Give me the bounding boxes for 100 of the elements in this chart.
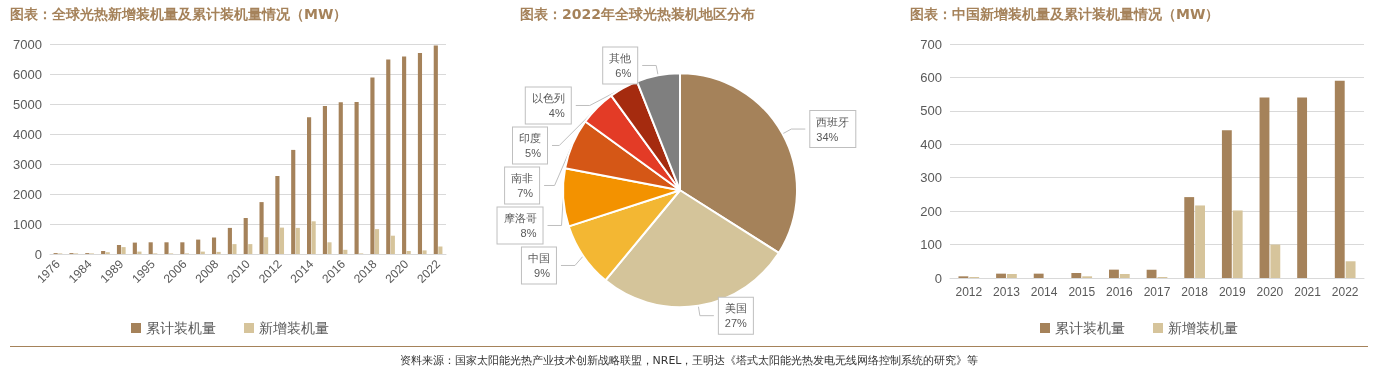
y-tick-label: 200 [920, 203, 942, 219]
bar [227, 227, 232, 254]
bar [1221, 130, 1232, 278]
bar [259, 202, 264, 254]
bar [1119, 273, 1130, 278]
bar [1232, 210, 1243, 278]
bar [374, 229, 380, 254]
bar [291, 149, 296, 254]
bar [116, 245, 122, 254]
bar [1345, 261, 1356, 278]
bar [196, 239, 201, 254]
y-tick-label: 400 [920, 136, 942, 152]
legend-label: 累计装机量 [146, 320, 216, 336]
slice-label: 美国 [724, 302, 747, 315]
bar [386, 59, 391, 254]
slice-label: 以色列 [531, 91, 565, 104]
y-tick-label: 500 [920, 103, 942, 119]
bar [1297, 97, 1308, 278]
data-label: 8% [520, 226, 537, 239]
bar [354, 101, 359, 254]
bar [295, 227, 300, 254]
y-tick-label: 100 [920, 237, 942, 253]
y-tick-label: 3000 [13, 156, 42, 172]
y-tick-label: 2000 [13, 186, 42, 202]
bar [101, 251, 106, 254]
bar [248, 244, 253, 254]
chart-title: 图表：2022年全球光热装机地区分布 [520, 6, 755, 24]
bar [311, 221, 316, 254]
bar [243, 218, 248, 254]
slice-label: 南非 [511, 171, 534, 184]
bar [438, 246, 443, 254]
x-tick-label: 2013 [993, 285, 1021, 299]
y-tick-label: 0 [34, 246, 42, 262]
x-tick-label: 2017 [1143, 285, 1171, 299]
x-tick-label: 2016 [1106, 285, 1134, 299]
bar [406, 251, 411, 254]
data-label: 34% [816, 130, 839, 143]
x-tick-label: 2022 [1331, 285, 1359, 299]
bar [1033, 273, 1044, 278]
data-label: 7% [517, 186, 534, 199]
bar [390, 235, 395, 254]
bar [264, 237, 269, 254]
bar [433, 45, 438, 254]
bar [132, 242, 137, 254]
slice-label: 其他 [609, 51, 632, 64]
y-tick-label: 4000 [13, 126, 42, 142]
data-label: 5% [525, 146, 542, 159]
data-label: 27% [724, 317, 748, 330]
bar [307, 117, 312, 254]
bar [402, 56, 407, 254]
x-tick-label: 2019 [1218, 285, 1246, 299]
x-tick-label: 2020 [1256, 285, 1284, 299]
legend-label: 新增装机量 [1168, 320, 1238, 336]
data-label: 9% [534, 266, 551, 279]
bar [1109, 269, 1119, 278]
chart-title: 图表：中国新增装机量及累计装机量情况（MW） [910, 6, 1220, 24]
bar [343, 249, 348, 254]
bar [338, 102, 343, 254]
bar [275, 176, 280, 254]
bar [180, 242, 185, 254]
bar [417, 53, 423, 254]
y-tick-label: 6000 [13, 66, 42, 82]
bar [996, 273, 1006, 278]
y-tick-label: 5000 [13, 96, 42, 112]
x-tick-label: 2012 [955, 285, 983, 299]
bar [322, 106, 327, 254]
y-tick-label: 300 [920, 170, 942, 186]
x-tick-label: 2021 [1294, 285, 1322, 299]
data-label: 4% [548, 106, 565, 119]
chart-title: 图表：全球光热新增装机量及累计装机量情况（MW） [10, 6, 348, 24]
text: 资料来源：国家太阳能光热产业技术创新战略联盟，NREL，王明达《塔式太阳能光热发电无线网络控制系统的研究》等 [398, 353, 980, 368]
y-tick-label: 600 [920, 69, 942, 85]
bar [1184, 197, 1195, 278]
y-tick-label: 1000 [13, 216, 42, 232]
bar [232, 244, 237, 254]
y-tick-label: 7000 [13, 36, 42, 52]
bar [370, 77, 375, 254]
x-tick-label: 2014 [1030, 285, 1058, 299]
bar [1334, 80, 1345, 278]
bar [121, 247, 126, 254]
x-tick-label: 2018 [1181, 285, 1209, 299]
slice-label: 西班牙 [816, 115, 850, 128]
data-label: 6% [615, 66, 632, 79]
y-tick-label: 0 [934, 270, 942, 286]
slice-label: 印度 [519, 131, 541, 144]
slice-label: 摩洛哥 [503, 211, 537, 224]
bar [1195, 205, 1205, 278]
bar [1071, 272, 1082, 278]
y-tick-label: 700 [920, 36, 942, 52]
bar [1259, 97, 1270, 278]
bar [279, 227, 285, 254]
bar [422, 250, 427, 254]
bar [1270, 244, 1281, 278]
bar [164, 242, 169, 254]
slice-label: 中国 [527, 251, 550, 264]
legend-label: 新增装机量 [259, 320, 329, 336]
x-tick-label: 2015 [1068, 285, 1096, 299]
bar [1006, 273, 1017, 278]
bar [211, 237, 217, 254]
legend-label: 累计装机量 [1055, 320, 1125, 336]
